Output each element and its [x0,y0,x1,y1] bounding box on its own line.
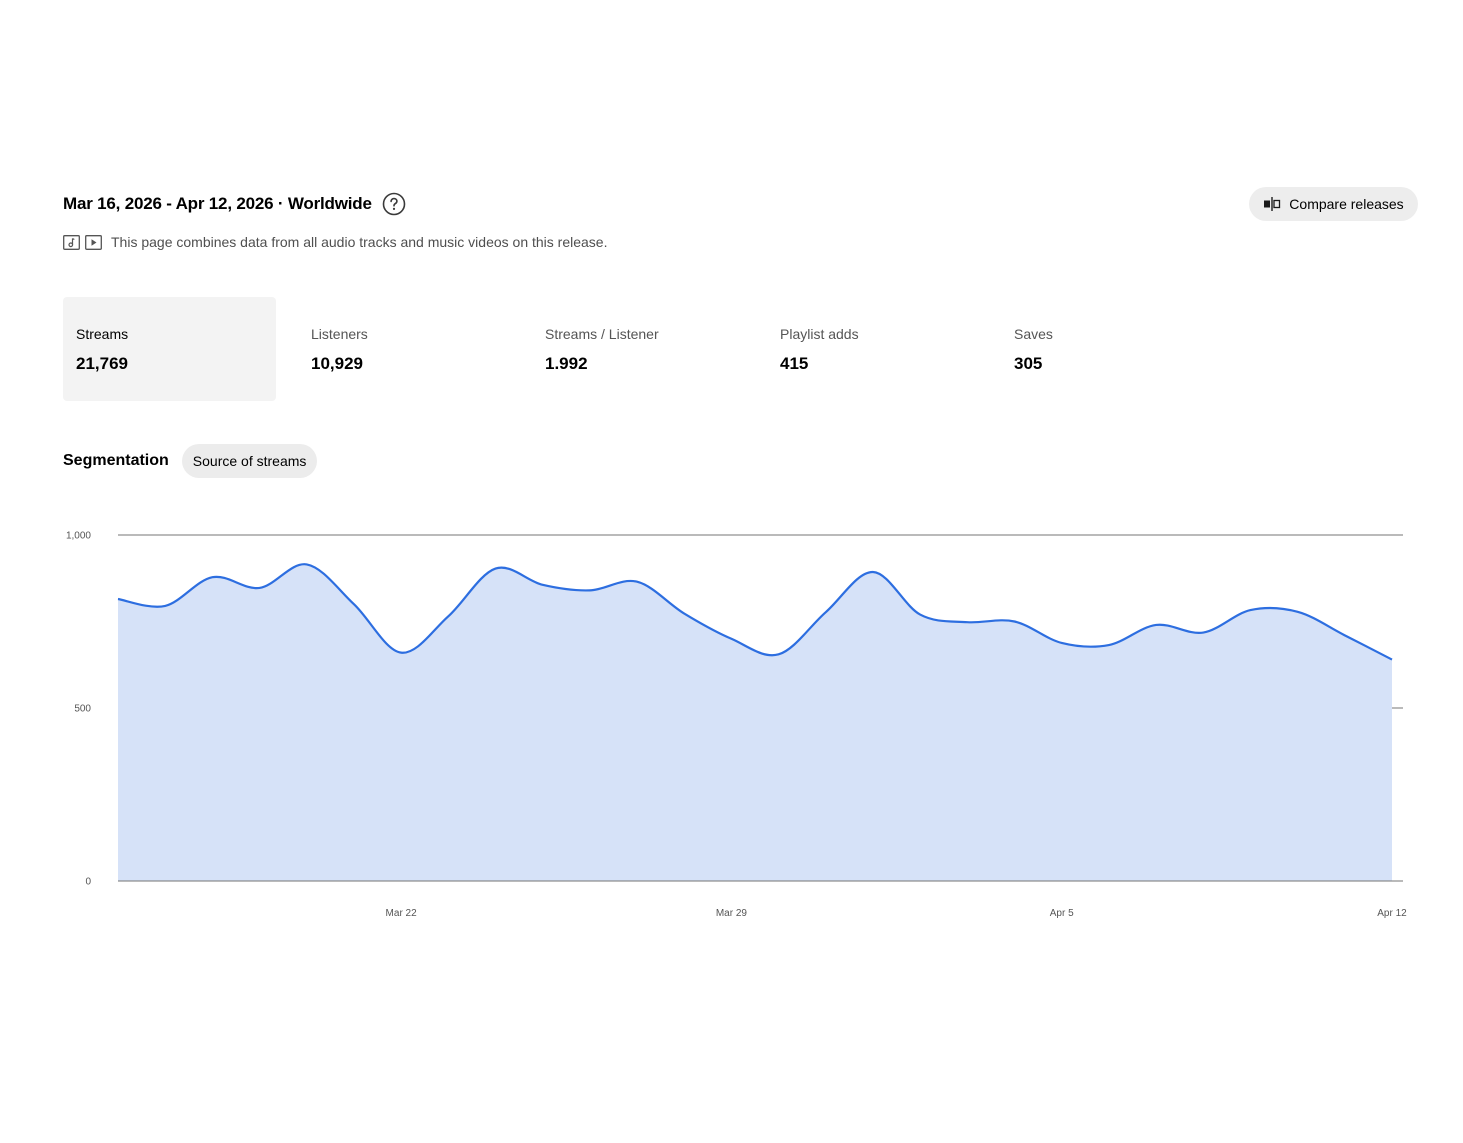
x-tick-label: Mar 22 [386,908,418,919]
y-tick-label: 0 [85,877,91,888]
x-axis-ticks: Mar 22 Mar 29 Apr 5 Apr 12 [386,908,1408,919]
y-tick-label: 500 [74,704,91,715]
x-tick-label: Apr 12 [1377,908,1407,919]
y-axis-ticks: 0 500 1,000 [66,531,91,888]
streams-area [118,564,1392,881]
x-tick-label: Mar 29 [716,908,748,919]
y-tick-label: 1,000 [66,531,91,542]
x-tick-label: Apr 5 [1050,908,1074,919]
